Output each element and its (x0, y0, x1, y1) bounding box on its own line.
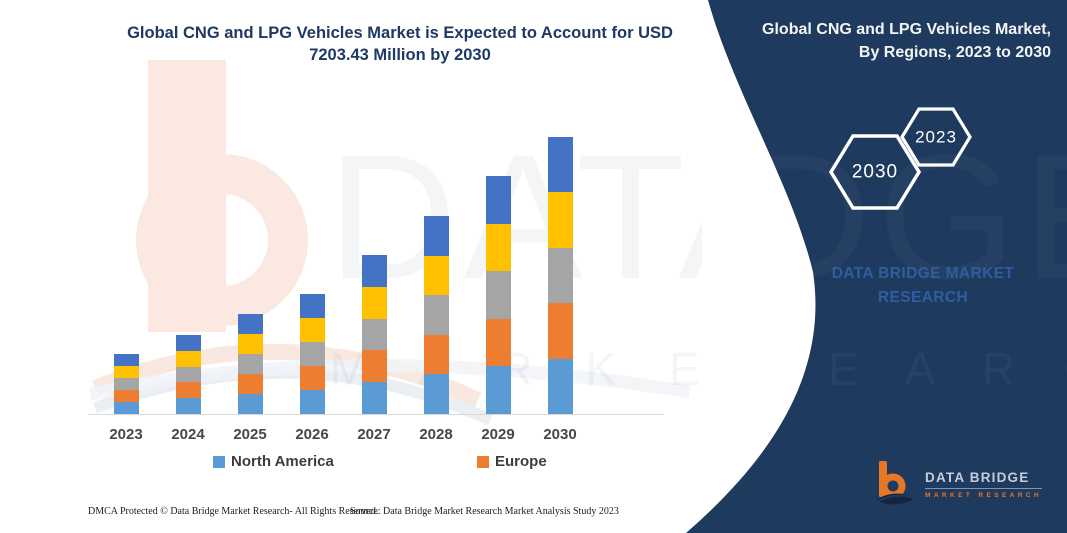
bar-segment-europe (113, 390, 139, 402)
panel-brand-text: DATA BRIDGE MARKET RESEARCH (828, 262, 1018, 310)
hexagon-2030 (828, 134, 922, 210)
side-panel-title-line2: By Regions, 2023 to 2030 (858, 44, 1051, 61)
bar-segment-series-4 (175, 350, 201, 367)
bar-2024 (175, 335, 201, 414)
bar-2029 (485, 176, 511, 414)
bar-segment-series-3 (175, 366, 201, 383)
side-panel-title: Global CNG and LPG Vehicles Market, By R… (762, 18, 1051, 64)
bar-segment-series-5 (237, 314, 263, 334)
logo-subtitle-text: MARKET RESEARCH (925, 492, 1043, 499)
bar-segment-north-america (175, 398, 201, 414)
bar-segment-series-4 (113, 366, 139, 378)
bar-segment-series-3 (299, 342, 325, 366)
x-axis-label-2028: 2028 (419, 426, 453, 443)
panel-watermark-row-text: E A R C H (828, 346, 1067, 392)
bar-segment-series-4 (485, 223, 511, 272)
plot-area (88, 100, 664, 415)
bar-segment-series-3 (423, 295, 449, 335)
bar-segment-series-3 (361, 318, 387, 351)
legend-label: North America (231, 453, 334, 470)
bar-segment-series-5 (113, 354, 139, 366)
bar-segment-north-america (423, 374, 449, 414)
bar-segment-series-4 (237, 334, 263, 354)
hexagon-2023 (900, 107, 972, 167)
databridge-logo: DATA BRIDGE MARKET RESEARCH (876, 460, 1043, 510)
bar-segment-europe (175, 382, 201, 399)
bar-segment-series-5 (485, 176, 511, 224)
bar-segment-europe (361, 350, 387, 383)
year-hexagons: 2030 2023 (828, 107, 972, 210)
x-axis-label-2023: 2023 (109, 426, 143, 443)
bar-segment-series-4 (547, 192, 573, 248)
bar-segment-series-5 (175, 335, 201, 351)
bar-segment-north-america (547, 358, 573, 414)
bar-segment-north-america (113, 402, 139, 414)
bar-segment-series-5 (361, 255, 387, 287)
footer-source-text: Source: Data Bridge Market Research Mark… (350, 506, 619, 517)
bar-segment-series-4 (423, 255, 449, 296)
side-panel-title-line1: Global CNG and LPG Vehicles Market, (762, 21, 1051, 38)
bar-segment-europe (237, 374, 263, 394)
x-axis-label-2030: 2030 (543, 426, 577, 443)
chart-title-line2: 7203.43 Million by 2030 (309, 46, 491, 64)
bar-segment-series-3 (547, 247, 573, 304)
chart-title-line1: Global CNG and LPG Vehicles Market is Ex… (127, 24, 673, 42)
bar-segment-series-4 (299, 318, 325, 342)
x-axis-label-2029: 2029 (481, 426, 515, 443)
hexagon-2023-label: 2023 (915, 128, 957, 147)
bar-segment-series-5 (423, 216, 449, 256)
bar-2028 (423, 216, 449, 414)
bar-segment-series-3 (485, 271, 511, 319)
legend-swatch (477, 455, 489, 468)
logo-name-text: DATA BRIDGE (925, 470, 1043, 489)
logo-text-block: DATA BRIDGE MARKET RESEARCH (925, 470, 1043, 499)
bar-segment-north-america (485, 366, 511, 414)
bar-segment-series-4 (361, 286, 387, 319)
x-axis-label-2024: 2024 (171, 426, 205, 443)
bar-2030 (547, 137, 573, 414)
x-axis-labels: 2023 2024 2025 2026 2027 2028 2029 2030 (88, 426, 664, 446)
footer-dmca-text: DMCA Protected © Data Bridge Market Rese… (88, 506, 379, 517)
x-axis-label-2025: 2025 (233, 426, 267, 443)
chart-legend: North America Europe (0, 453, 700, 475)
legend-item-north-america: North America (213, 453, 334, 470)
legend-label: Europe (495, 453, 547, 470)
bar-2026 (299, 294, 325, 414)
bar-segment-north-america (299, 390, 325, 414)
bar-segment-europe (299, 366, 325, 390)
panel-brand-line1: DATA BRIDGE MARKET (831, 265, 1015, 282)
bar-segment-europe (547, 303, 573, 359)
bar-segment-series-3 (113, 378, 139, 390)
bar-segment-series-5 (299, 294, 325, 318)
panel-brand-line2: RESEARCH (877, 289, 969, 306)
bar-segment-series-3 (237, 354, 263, 374)
x-axis-label-2027: 2027 (357, 426, 391, 443)
legend-swatch (213, 455, 225, 468)
bar-segment-north-america (361, 382, 387, 414)
bar-segment-europe (485, 318, 511, 367)
hexagon-2030-label: 2030 (852, 162, 898, 183)
legend-item-europe: Europe (477, 453, 547, 470)
bar-2025 (237, 314, 263, 414)
x-axis-label-2026: 2026 (295, 426, 329, 443)
bar-2027 (361, 255, 387, 414)
bar-segment-europe (423, 334, 449, 375)
databridge-b-icon (876, 461, 915, 505)
chart-title: Global CNG and LPG Vehicles Market is Ex… (100, 22, 700, 66)
bar-2023 (113, 354, 139, 414)
bar-segment-north-america (237, 394, 263, 414)
bar-segment-series-5 (547, 137, 573, 193)
